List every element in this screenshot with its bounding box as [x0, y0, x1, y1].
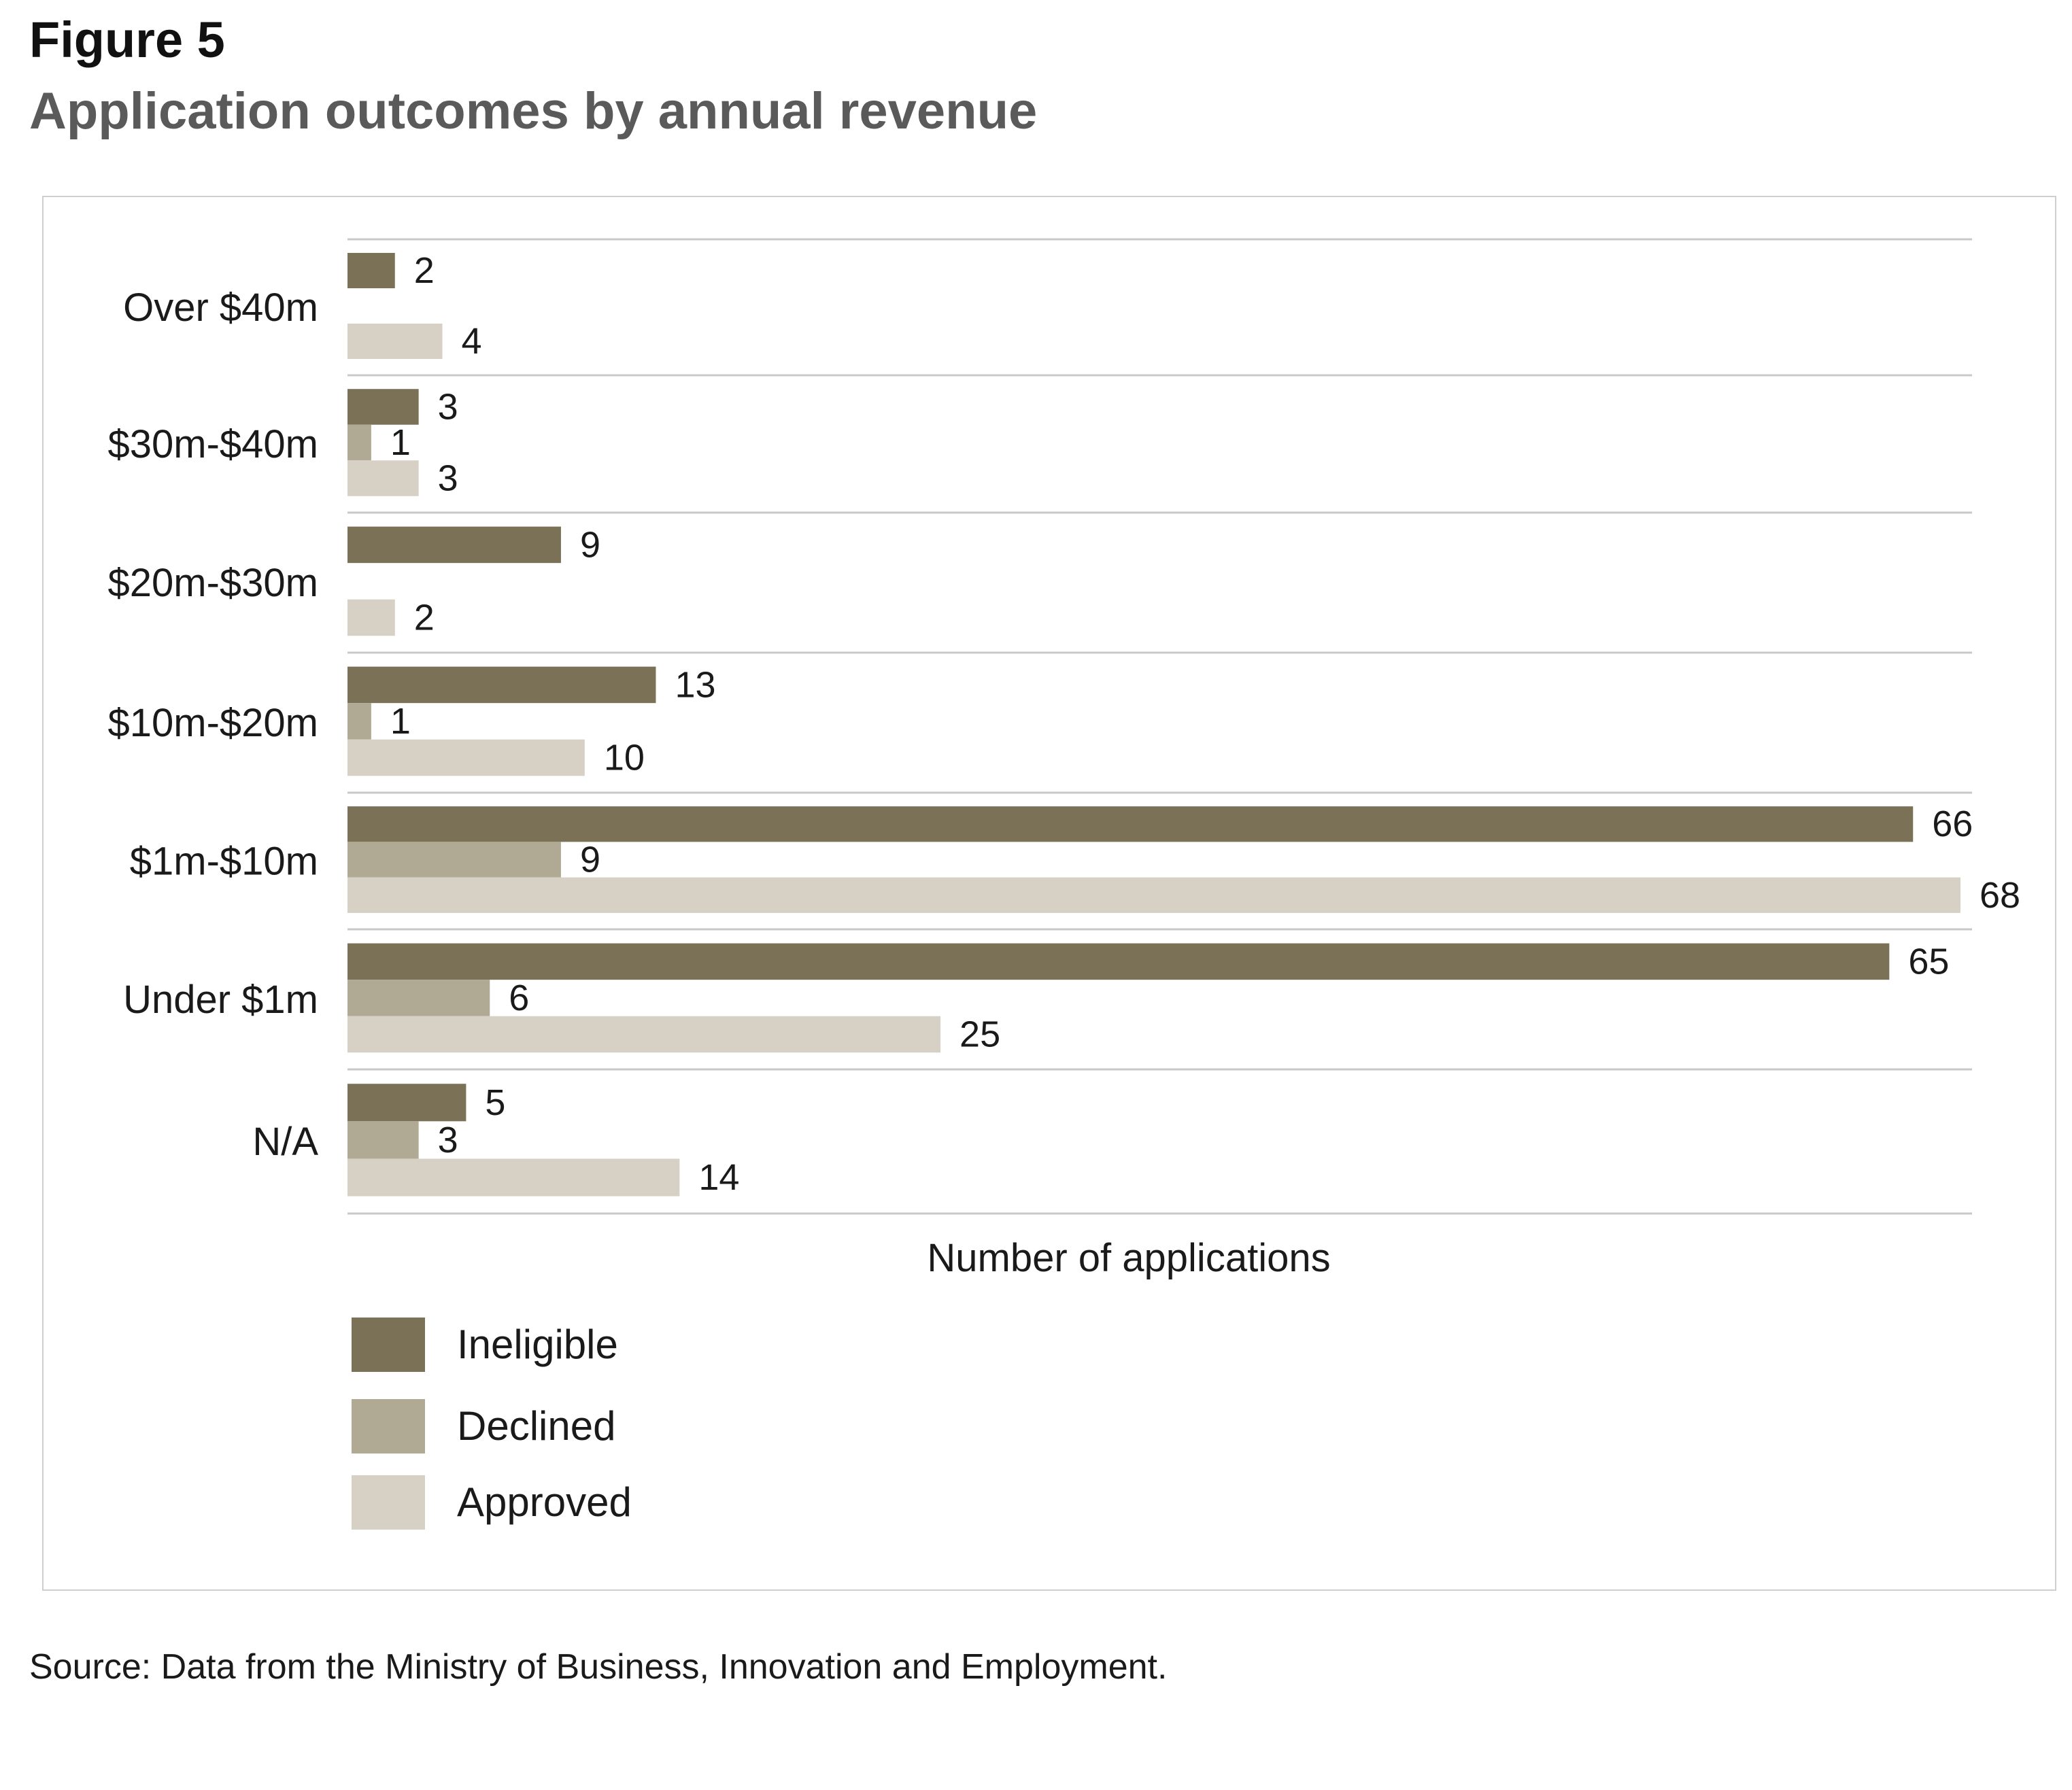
bar-approved [347, 739, 585, 776]
bar-approved [347, 877, 1960, 913]
data-label: 9 [580, 839, 600, 880]
data-label: 9 [580, 524, 600, 565]
bar-declined [347, 1121, 419, 1159]
bar-declined [347, 703, 371, 740]
data-label: 10 [604, 738, 645, 778]
category-label: $30m-$40m [108, 422, 318, 466]
bar-declined [347, 842, 561, 878]
data-label: 68 [1980, 875, 2020, 916]
gridlines [347, 238, 1972, 1215]
data-label: 3 [438, 1120, 458, 1160]
data-label: 25 [959, 1014, 1000, 1055]
bar-approved [347, 324, 443, 359]
data-label: 13 [675, 664, 715, 705]
bar-ineligible [347, 1084, 466, 1122]
bar-ineligible [347, 526, 561, 564]
bars [347, 253, 1960, 1197]
bar-approved [347, 599, 395, 636]
data-label: 2 [414, 598, 435, 638]
data-label: 66 [1932, 804, 1973, 844]
data-label: 14 [698, 1157, 739, 1198]
bar-declined [347, 424, 371, 461]
category-label: $1m-$10m [130, 840, 318, 884]
bar-approved [347, 460, 419, 496]
category-label: $20m-$30m [108, 561, 318, 605]
category-labels: Over $40m $30m-$40m $20m-$30m $10m-$20m $1m-… [108, 286, 319, 1164]
source-note: Source: Data from the Ministry of Busine… [29, 1647, 1168, 1687]
category-label: N/A [252, 1120, 318, 1164]
data-label: 4 [462, 321, 482, 362]
legend-swatch-approved [352, 1475, 425, 1530]
legend-swatch-declined [352, 1399, 425, 1453]
legend-label-approved: Approved [457, 1479, 632, 1525]
category-label: Under $1m [123, 978, 318, 1022]
category-label: $10m-$20m [108, 701, 318, 745]
data-label: 65 [1908, 941, 1949, 982]
data-label: 1 [390, 422, 411, 463]
bar-ineligible [347, 806, 1914, 842]
bar-ineligible [347, 943, 1890, 980]
legend-swatch-ineligible [352, 1318, 425, 1372]
bar-approved [347, 1158, 680, 1197]
x-axis-label: Number of applications [927, 1236, 1330, 1280]
data-label: 2 [414, 250, 435, 291]
legend-label-ineligible: Ineligible [457, 1322, 618, 1367]
chart-frame [42, 196, 2056, 1591]
bar-ineligible [347, 666, 656, 704]
figure-label: Figure 5 [29, 12, 225, 68]
chart-title: Application outcomes by annual revenue [29, 82, 1038, 140]
bar-approved [347, 1016, 941, 1053]
data-label: 1 [390, 701, 411, 742]
legend: Ineligible Declined Approved [352, 1318, 632, 1530]
legend-label-declined: Declined [457, 1403, 615, 1449]
data-label: 5 [485, 1082, 505, 1123]
data-label: 3 [438, 386, 458, 427]
bar-ineligible [347, 389, 419, 425]
category-label: Over $40m [123, 286, 318, 330]
data-label: 3 [438, 458, 458, 499]
bar-ineligible [347, 253, 395, 288]
bar-declined [347, 980, 490, 1016]
data-label: 6 [509, 978, 529, 1018]
